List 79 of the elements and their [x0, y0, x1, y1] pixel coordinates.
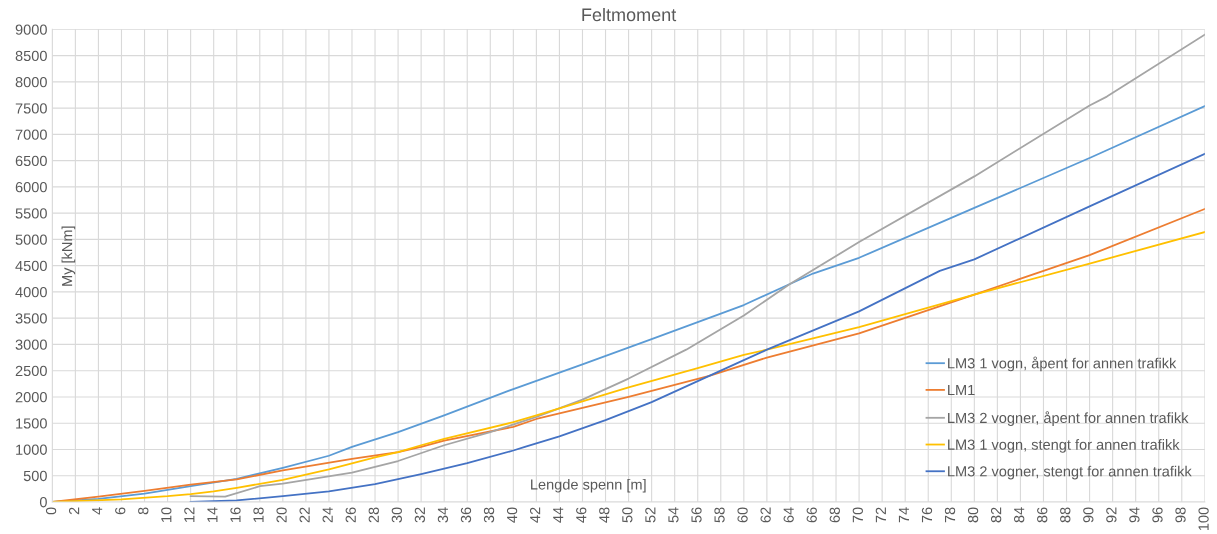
- x-tick-label: 76: [921, 507, 933, 523]
- x-tick-label: 38: [483, 507, 495, 523]
- x-tick-label: 66: [806, 507, 817, 523]
- x-tick-label: 28: [368, 507, 379, 523]
- x-tick-label: 78: [944, 507, 956, 523]
- x-tick-label: 100: [1198, 507, 1209, 531]
- x-tick-label: 64: [783, 507, 794, 523]
- x-tick-label: 14: [207, 507, 218, 522]
- x-tick-label: 84: [1014, 507, 1025, 523]
- x-tick-label: 90: [1083, 507, 1094, 523]
- x-tick-label: 80: [967, 507, 979, 523]
- x-tick-label: 60: [737, 507, 748, 523]
- x-tick-label: 4: [92, 507, 103, 515]
- y-axis-title: My [kNm]: [61, 226, 76, 286]
- x-tick-label: 18: [253, 507, 264, 522]
- chart-title: Feltmoment: [582, 7, 677, 22]
- x-tick-label: 32: [414, 507, 426, 523]
- x-tick-label: 0: [45, 507, 57, 515]
- y-tick-label: 5000: [15, 234, 47, 245]
- y-tick-label: 0: [39, 497, 47, 508]
- y-tick-label: 3500: [15, 313, 47, 324]
- x-tick-label: 16: [230, 507, 241, 522]
- x-tick-label: 34: [437, 507, 449, 523]
- x-tick-label: 74: [898, 507, 909, 523]
- x-tick-label: 44: [553, 507, 564, 523]
- x-tick-label: 48: [599, 507, 610, 523]
- x-tick-label: 96: [1152, 507, 1163, 523]
- y-tick-label: 6500: [15, 155, 47, 167]
- x-tick-label: 62: [760, 507, 771, 523]
- x-tick-label: 70: [852, 507, 863, 523]
- x-tick-label: 54: [668, 507, 679, 523]
- x-tick-label: 82: [990, 507, 1002, 523]
- y-tick-label: 500: [23, 470, 47, 482]
- x-tick-label: 86: [1037, 507, 1048, 523]
- line-series: [189, 33, 1205, 498]
- legend-label: LM3 1 vogn, åpent for annen trafikk: [948, 356, 1177, 372]
- x-tick-label: 56: [691, 507, 702, 523]
- y-tick-label: 3000: [15, 339, 47, 350]
- x-tick-label: 88: [1060, 507, 1071, 523]
- y-tick-label: 8500: [15, 50, 47, 62]
- x-tick-label: 10: [161, 507, 172, 522]
- x-tick-label: 68: [829, 507, 840, 523]
- y-tick-label: 1500: [16, 418, 47, 429]
- x-tick-label: 22: [299, 507, 310, 523]
- y-tick-label: 1000: [16, 444, 47, 455]
- x-axis-title: Lengde spenn [m]: [531, 478, 646, 493]
- x-tick-label: 50: [622, 507, 633, 523]
- legend-label: LM1: [948, 384, 975, 396]
- x-tick-label: 40: [506, 507, 518, 523]
- x-tick-label: 8: [138, 507, 149, 515]
- x-tick-label: 72: [875, 507, 886, 523]
- x-tick-label: 12: [184, 507, 195, 522]
- y-tick-label: 9000: [15, 24, 47, 35]
- y-tick-label: 4500: [15, 260, 47, 272]
- legend-label: LM3 2 vogner, stengt for annen trafikk: [948, 465, 1192, 480]
- x-tick-label: 52: [645, 507, 656, 523]
- y-tick-label: 4000: [15, 287, 47, 298]
- y-tick-label: 7000: [15, 129, 47, 140]
- x-tick-label: 20: [276, 507, 287, 523]
- y-tick-label: 6000: [15, 182, 47, 193]
- x-tick-label: 36: [460, 507, 472, 523]
- x-tick-label: 92: [1106, 507, 1117, 523]
- y-tick-label: 5500: [15, 208, 47, 219]
- x-tick-label: 46: [576, 507, 587, 523]
- x-tick-label: 2: [68, 507, 80, 515]
- legend-label: LM3 1 vogn, stengt for annen trafikk: [948, 439, 1180, 453]
- y-tick-label: 7500: [15, 103, 47, 114]
- x-tick-label: 26: [345, 507, 356, 523]
- legend-label: LM3 2 vogner, åpent for annen trafikk: [948, 411, 1189, 426]
- y-tick-label: 8000: [15, 76, 47, 88]
- y-tick-label: 2000: [15, 392, 47, 403]
- x-tick-label: 30: [391, 507, 402, 523]
- x-tick-label: 98: [1175, 507, 1186, 523]
- x-tick-label: 24: [322, 507, 333, 523]
- x-tick-label: 94: [1129, 507, 1140, 523]
- y-tick-label: 2500: [15, 365, 47, 377]
- x-tick-label: 58: [714, 507, 725, 523]
- x-tick-label: 6: [115, 507, 126, 515]
- x-tick-label: 42: [529, 507, 541, 523]
